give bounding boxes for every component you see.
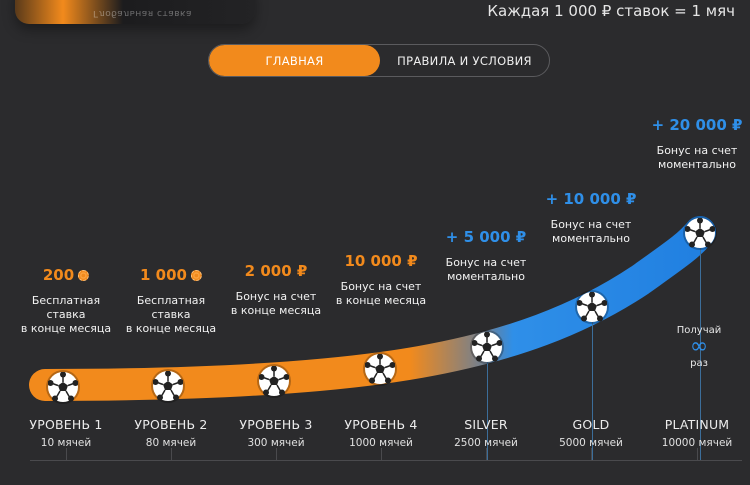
reward-level-1: 200 Бесплатная ставка в конце месяца <box>21 265 111 336</box>
infinity-top-text: Получай <box>676 325 722 336</box>
level-balls: 1000 мячей <box>349 437 413 449</box>
level-label: GOLD 5000 мячей <box>559 417 623 449</box>
level-label: УРОВЕНЬ 1 10 мячей <box>29 417 102 449</box>
reward-description: Бесплатная ставка в конце месяца <box>20 294 112 335</box>
level-label: SILVER 2500 мячей <box>454 417 518 449</box>
reward-amount: 10 000 ₽ <box>344 252 418 270</box>
bonus-card-image: Глобальная ставка <box>15 0 255 24</box>
tab-main[interactable]: ГЛАВНАЯ <box>209 45 380 76</box>
reward-description: Бонус на счет моментально <box>656 144 738 171</box>
reward-amount: 200 <box>43 266 90 284</box>
level-name: PLATINUM <box>664 417 730 432</box>
level-name: GOLD <box>572 417 610 432</box>
reward-description: Бонус на счет в конце месяца <box>230 290 322 317</box>
ball-icon <box>48 372 78 402</box>
ball-icon <box>685 218 715 248</box>
level-name: УРОВЕНЬ 4 <box>344 417 418 432</box>
silver-guide-line <box>487 362 488 460</box>
tab-bar: ГЛАВНАЯ ПРАВИЛА И УСЛОВИЯ <box>208 44 550 77</box>
reward-amount: + 20 000 ₽ <box>651 116 743 134</box>
infinity-note: Получай ∞ раз <box>676 325 722 369</box>
tab-rules[interactable]: ПРАВИЛА И УСЛОВИЯ <box>397 53 532 68</box>
level-balls: 80 мячей <box>145 437 197 449</box>
ball-icon <box>259 366 289 396</box>
level-balls: 2500 мячей <box>454 437 518 449</box>
timeline-tick <box>486 448 487 461</box>
ball-rule-text: Каждая 1 000 ₽ ставок = 1 мяч <box>487 2 735 20</box>
coin-icon <box>190 269 202 281</box>
reward-description: Бесплатная ставка в конце месяца <box>125 294 217 335</box>
coin-icon <box>78 269 90 281</box>
reward-amount: + 10 000 ₽ <box>545 190 637 208</box>
reward-level-2: 1 000 Бесплатная ставка в конце месяца <box>126 265 216 336</box>
timeline-tick <box>171 448 172 461</box>
reward-description: Бонус на счет в конце месяца <box>335 280 427 307</box>
timeline-baseline <box>30 460 742 461</box>
level-name: УРОВЕНЬ 1 <box>29 417 103 432</box>
ball-icon <box>365 354 395 384</box>
timeline-tick <box>697 448 698 461</box>
ball-icon <box>577 292 607 322</box>
level-balls: 10 мячей <box>40 437 92 449</box>
timeline-tick <box>591 448 592 461</box>
level-balls: 10000 мячей <box>661 437 733 449</box>
infinity-icon: ∞ <box>689 334 709 359</box>
level-name: УРОВЕНЬ 2 <box>134 417 208 432</box>
reward-silver: + 5 000 ₽ Бонус на счет моментально <box>446 227 527 284</box>
level-label: УРОВЕНЬ 4 1000 мячей <box>344 417 417 449</box>
level-label: УРОВЕНЬ 2 80 мячей <box>134 417 207 449</box>
reward-amount: 1 000 <box>140 266 202 284</box>
timeline-tick <box>381 448 382 461</box>
reward-amount: + 5 000 ₽ <box>445 228 527 246</box>
gold-guide-line <box>592 322 593 460</box>
infinity-bottom-text: раз <box>690 358 708 369</box>
level-label: PLATINUM 10000 мячей <box>662 417 732 449</box>
level-label: УРОВЕНЬ 3 300 мячей <box>239 417 312 449</box>
reward-level-4: 10 000 ₽ Бонус на счет в конце месяца <box>336 251 426 308</box>
reward-level-3: 2 000 ₽ Бонус на счет в конце месяца <box>231 261 321 318</box>
platinum-guide-line <box>700 247 701 460</box>
reward-gold: + 10 000 ₽ Бонус на счет моментально <box>546 189 637 246</box>
timeline-tick <box>276 448 277 461</box>
level-name: SILVER <box>464 417 508 432</box>
reward-description: Бонус на счет моментально <box>445 256 527 283</box>
ball-icon <box>472 332 502 362</box>
reward-platinum: + 20 000 ₽ Бонус на счет моментально <box>652 115 743 172</box>
ball-icon <box>153 371 183 401</box>
reward-description: Бонус на счет моментально <box>550 218 632 245</box>
level-name: УРОВЕНЬ 3 <box>239 417 313 432</box>
reward-amount: 2 000 ₽ <box>244 262 308 280</box>
timeline-tick <box>66 448 67 461</box>
level-balls: 300 мячей <box>247 437 305 449</box>
level-balls: 5000 мячей <box>559 437 623 449</box>
